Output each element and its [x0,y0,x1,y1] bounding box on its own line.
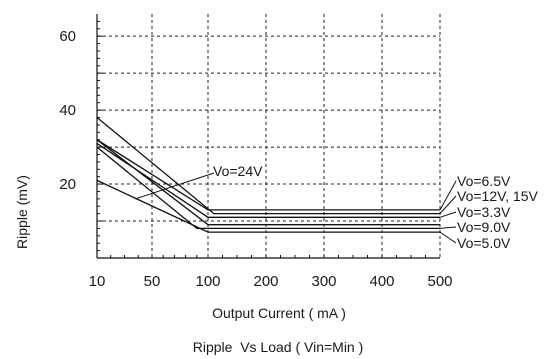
label-leaders [135,172,457,244]
series-line [96,179,440,233]
x-tick-label: 100 [195,273,220,290]
chart-caption: Ripple Vs Load ( Vin=Min ) [193,339,364,355]
label-leader-line [439,231,457,244]
x-tick-label: 400 [369,273,394,290]
series-lines [96,116,440,233]
series-label: Vo=5.0V [457,235,511,251]
series-label: Vo=6.5V [457,173,511,189]
series-line [96,146,440,230]
x-axis-title: Output Current ( mA ) [212,305,346,321]
series-line [96,142,440,218]
label-leader-line [135,172,215,200]
y-tick-label: 20 [59,176,76,193]
x-tick-label: 500 [427,273,452,290]
label-leader-line [439,195,457,214]
x-tick-label: 10 [89,273,106,290]
label-leader-line [439,226,457,229]
y-axis-title: Ripple (mV) [14,175,30,249]
y-tick-label: 60 [59,28,76,45]
series-line [96,139,440,211]
x-tick-label: 200 [253,273,278,290]
series-label: Vo=24V [213,163,263,179]
x-tick-label: 50 [144,273,161,290]
grid [97,14,441,258]
label-leader-line [439,211,457,218]
label-leader-line [439,180,457,211]
series-label: Vo=9.0V [457,219,511,235]
series-line [96,139,440,226]
x-tick-label: 300 [311,273,336,290]
y-tick-label: 40 [59,102,76,119]
series-label: Vo=12V, 15V [457,188,539,204]
series-line [96,116,440,215]
series-label: Vo=3.3V [457,204,511,220]
axes: 20 40 60 10 50 100 200 300 400 500 [59,14,453,290]
